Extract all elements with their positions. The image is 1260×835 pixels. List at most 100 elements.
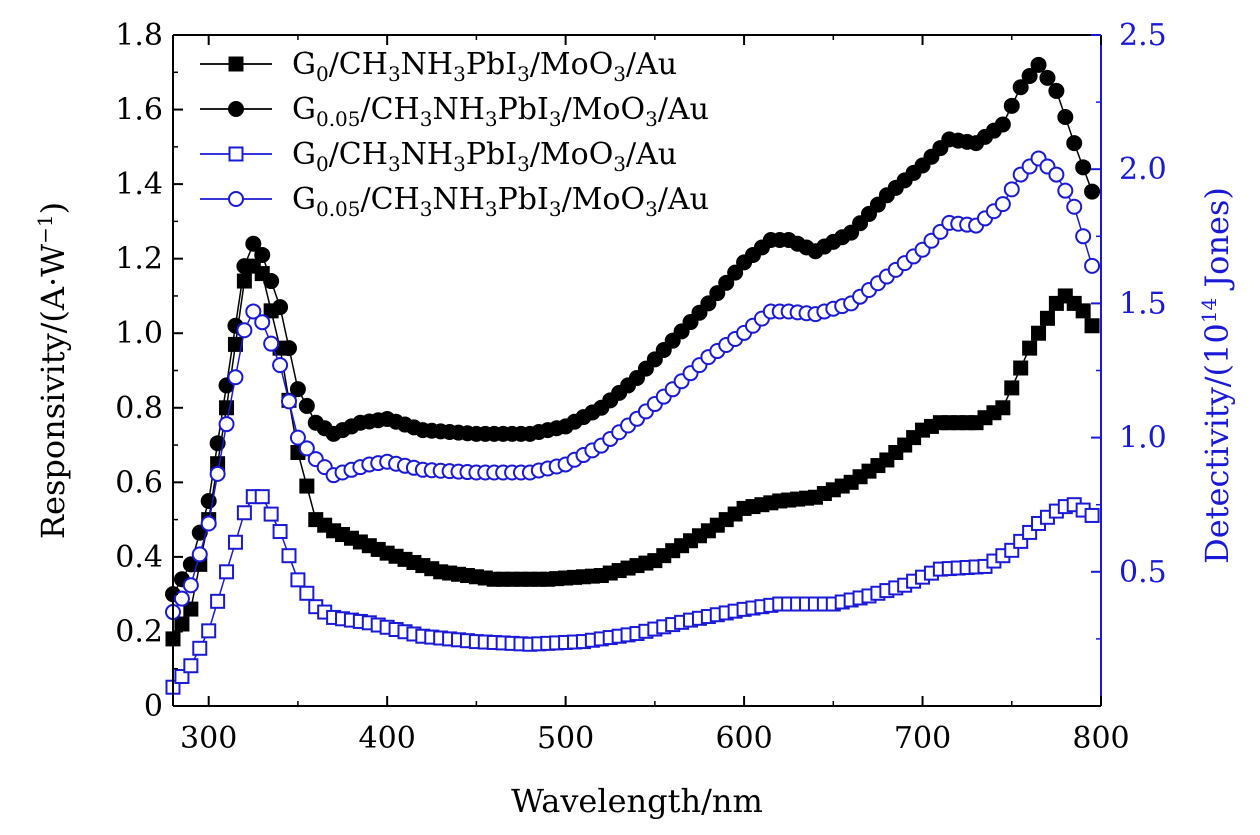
- data-point: [1003, 181, 1020, 198]
- data-point: [272, 299, 289, 316]
- x-tick-label: 600: [715, 721, 772, 756]
- legend-marker: [228, 146, 244, 162]
- legend-label: G0.05/CH3NH3PbI3/MoO3/Au: [292, 92, 709, 131]
- data-point: [245, 235, 262, 252]
- data-point: [1003, 97, 1020, 114]
- y-right-tick-label: 1.5: [1119, 286, 1167, 321]
- series-2: [165, 56, 1101, 603]
- data-point: [1030, 56, 1047, 73]
- data-point: [1004, 380, 1020, 396]
- data-point: [298, 397, 315, 414]
- x-tick-label: 400: [359, 721, 416, 756]
- data-point: [201, 623, 217, 639]
- data-point: [1075, 303, 1091, 319]
- data-point: [272, 357, 289, 374]
- data-point: [1075, 228, 1092, 245]
- data-point: [182, 577, 199, 594]
- y-left-axis-title: Responsivity/(A·W−1): [33, 202, 72, 539]
- data-point: [298, 440, 315, 457]
- data-point: [192, 640, 208, 656]
- data-point: [183, 658, 199, 674]
- data-point: [709, 285, 726, 302]
- data-point: [1013, 360, 1029, 376]
- data-point: [183, 601, 199, 617]
- y-left-tick-label: 0.4: [115, 540, 163, 575]
- y-left-tick-label: 1.6: [115, 93, 163, 128]
- data-point: [174, 616, 190, 632]
- y-left-tick-label: 0.2: [115, 614, 163, 649]
- data-point: [1057, 109, 1074, 126]
- data-point: [263, 273, 280, 290]
- data-point: [245, 303, 262, 320]
- legend-label: G0/CH3NH3PbI3/MoO3/Au: [292, 47, 677, 86]
- series-3: [165, 489, 1100, 695]
- series-1: [165, 258, 1100, 647]
- x-tick-label: 800: [1072, 721, 1129, 756]
- data-point: [1057, 182, 1074, 199]
- x-axis-title: Wavelength/nm: [511, 782, 763, 820]
- data-point: [281, 393, 297, 410]
- data-point: [700, 295, 717, 312]
- data-point: [173, 590, 190, 607]
- data-point: [995, 400, 1011, 416]
- y-left-tick-label: 1.8: [115, 18, 163, 53]
- data-point: [281, 340, 297, 357]
- data-point: [219, 564, 235, 580]
- legend-marker: [228, 191, 244, 207]
- legend-entry-1: G0/CH3NH3PbI3/MoO3/Au: [200, 47, 677, 86]
- data-point: [209, 435, 226, 452]
- data-point: [272, 524, 288, 540]
- data-point: [1084, 318, 1100, 334]
- y-left-tick-label: 1.2: [115, 242, 163, 277]
- data-point: [236, 273, 252, 289]
- legend-entry-2: G0.05/CH3NH3PbI3/MoO3/Au: [200, 92, 709, 131]
- data-point: [254, 246, 271, 263]
- y-left-tick-label: 0.8: [115, 391, 163, 426]
- data-point: [1022, 340, 1038, 356]
- data-point: [236, 322, 253, 339]
- data-point: [1039, 310, 1055, 326]
- data-point: [1084, 183, 1101, 200]
- data-point: [182, 556, 199, 573]
- data-point: [1031, 325, 1047, 341]
- legend-entry-4: G0.05/CH3NH3PbI3/MoO3/Au: [200, 182, 709, 221]
- data-point: [289, 381, 306, 398]
- data-point: [994, 196, 1011, 213]
- series-4: [165, 150, 1101, 621]
- data-point: [227, 534, 243, 550]
- data-point: [210, 593, 226, 609]
- data-point: [1084, 507, 1100, 523]
- y-left-tick-label: 0.6: [115, 465, 163, 500]
- data-point: [227, 369, 244, 386]
- data-point: [263, 335, 280, 352]
- x-tick-label: 300: [180, 721, 237, 756]
- legend-entry-3: G0/CH3NH3PbI3/MoO3/Au: [200, 137, 677, 176]
- y-right-tick-label: 2.5: [1119, 18, 1167, 53]
- data-point: [209, 465, 226, 482]
- data-point: [254, 314, 271, 331]
- data-point: [727, 264, 744, 281]
- data-point: [1048, 82, 1065, 99]
- x-tick-label: 500: [537, 721, 594, 756]
- legend-label: G0.05/CH3NH3PbI3/MoO3/Au: [292, 182, 709, 221]
- data-point: [299, 478, 315, 494]
- legend-marker: [228, 101, 244, 117]
- data-point: [191, 546, 208, 563]
- data-point: [1084, 257, 1101, 274]
- data-point: [289, 429, 306, 446]
- data-point: [1021, 68, 1038, 85]
- data-point: [994, 116, 1011, 133]
- x-tick-label: 700: [894, 721, 951, 756]
- data-point: [227, 336, 243, 352]
- data-point: [236, 505, 252, 521]
- y-left-tick-label: 1.4: [115, 167, 163, 202]
- data-point: [1066, 135, 1083, 152]
- y-right-tick-label: 2.0: [1119, 152, 1167, 187]
- data-point: [218, 416, 235, 433]
- y-right-axis-title: Detectivity/(1014 Jones): [1197, 187, 1236, 564]
- data-point: [718, 274, 735, 291]
- data-point: [290, 572, 306, 588]
- data-point: [1066, 198, 1083, 215]
- legend-label: G0/CH3NH3PbI3/MoO3/Au: [292, 137, 677, 176]
